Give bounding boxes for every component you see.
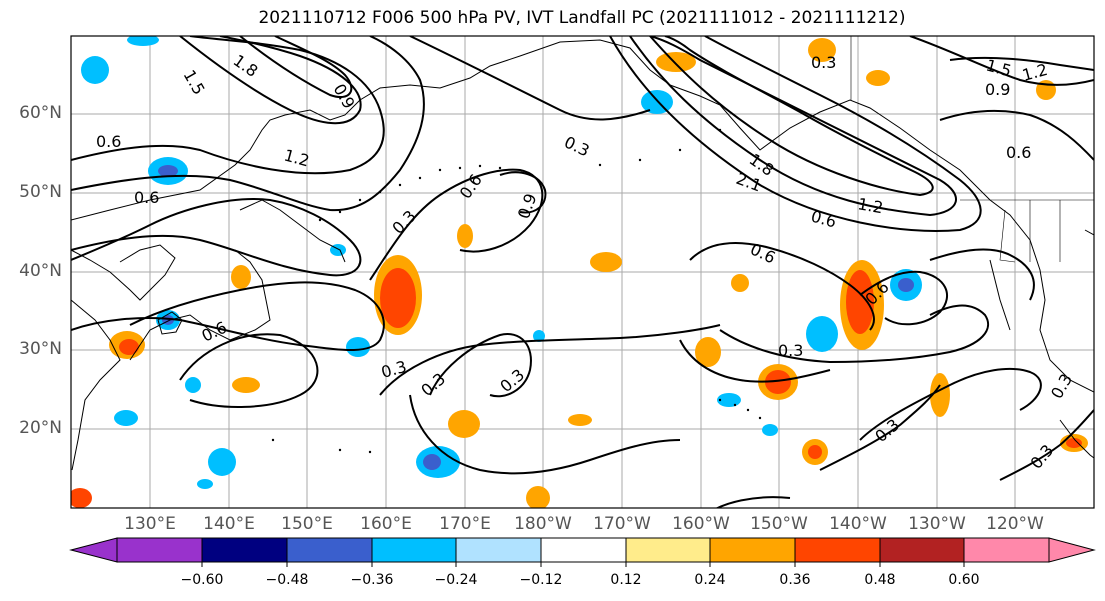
ivt-negative-blob	[185, 377, 201, 393]
colorbar-tick-label: 0.12	[610, 572, 642, 588]
contour-label: 0.3	[811, 53, 836, 72]
ivt-negative-blob	[114, 410, 138, 426]
coastlines	[71, 39, 1094, 471]
lon-label: 150°W	[750, 514, 808, 534]
contour-label: 0.6	[134, 188, 159, 207]
gridlines	[71, 36, 1094, 508]
ivt-positive-blob	[457, 224, 473, 248]
lon-label: 150°E	[281, 514, 333, 534]
lon-label: 130°E	[124, 514, 176, 534]
ivt-positive-blob	[1066, 438, 1082, 448]
colorbar-tick-label: 0.24	[694, 572, 726, 588]
ivt-positive-blob	[765, 370, 791, 394]
colorbar-tick-label: −0.12	[519, 572, 563, 588]
pv-contours	[71, 36, 1094, 508]
colorbar-segment	[286, 537, 373, 563]
ivt-positive-blob	[231, 265, 251, 289]
ivt-positive-blob	[71, 488, 92, 508]
map-border	[70, 35, 1095, 509]
colorbar-tick-label: −0.24	[434, 572, 478, 588]
contour-label: 0.3	[778, 341, 803, 360]
contour-label: 0.9	[985, 80, 1010, 99]
colorbar-tick-label: 0.48	[864, 572, 896, 588]
ivt-positive-blob	[846, 270, 874, 334]
ivt-negative-blob	[208, 448, 236, 476]
colorbar-segment	[540, 537, 627, 563]
ivt-shading	[71, 36, 1088, 508]
borders	[850, 36, 1094, 263]
contour-label: 0.6	[1006, 143, 1031, 162]
colorbar-extend-low	[69, 537, 118, 563]
colorbar-segment	[879, 537, 965, 563]
colorbar-segment	[371, 537, 457, 563]
ivt-positive-blob	[526, 486, 550, 508]
lon-label: 140°W	[829, 514, 887, 534]
ivt-positive-blob	[568, 414, 592, 426]
colorbar-segment	[625, 537, 711, 563]
lon-label: 160°E	[360, 514, 412, 534]
map-title: 2021110712 F006 500 hPa PV, IVT Landfall…	[258, 8, 906, 28]
colorbar	[69, 537, 1096, 567]
lat-label: 60°N	[19, 103, 62, 123]
ivt-positive-blob	[232, 377, 260, 393]
ivt-negative-blob	[81, 56, 109, 84]
colorbar-extend-high	[1048, 537, 1096, 563]
colorbar-tick-label: −0.48	[265, 572, 309, 588]
lat-label: 20°N	[19, 418, 62, 438]
ivt-negative-blob	[533, 330, 545, 342]
colorbar-segment	[201, 537, 288, 563]
colorbar-segment	[963, 537, 1050, 563]
ivt-positive-blob	[448, 410, 480, 438]
ivt-positive-blob	[656, 52, 696, 72]
colorbar-tick-label: −0.36	[350, 572, 394, 588]
colorbar-segment	[794, 537, 881, 563]
ivt-positive-blob	[808, 445, 822, 459]
lon-label: 180°W	[514, 514, 572, 534]
ivt-positive-blob	[695, 337, 721, 367]
lon-label: 170°E	[439, 514, 491, 534]
lon-label: 140°E	[203, 514, 255, 534]
ivt-negative-blob	[158, 165, 178, 177]
ivt-positive-blob	[731, 274, 749, 292]
ivt-negative-blob	[806, 316, 838, 352]
ivt-positive-blob	[590, 252, 622, 272]
contour-label: 1.2	[856, 194, 884, 217]
ivt-negative-blob	[346, 337, 370, 357]
ivt-negative-blob	[197, 479, 213, 489]
ivt-negative-blob	[127, 36, 159, 46]
ivt-positive-blob	[380, 268, 416, 328]
lon-label: 130°W	[908, 514, 966, 534]
colorbar-segment	[116, 537, 203, 563]
colorbar-segment	[709, 537, 796, 563]
ivt-positive-blob	[866, 70, 890, 86]
lon-label: 160°W	[672, 514, 730, 534]
colorbar-tick-label: 0.36	[779, 572, 811, 588]
lat-label: 50°N	[19, 182, 62, 202]
ivt-positive-blob	[119, 339, 139, 355]
ivt-negative-blob	[898, 278, 914, 292]
lat-label: 40°N	[19, 261, 62, 281]
lat-label: 30°N	[19, 339, 62, 359]
ivt-negative-blob	[717, 393, 741, 407]
colorbar-tick-label: 0.60	[948, 572, 980, 588]
ivt-negative-blob	[762, 424, 778, 436]
colorbar-segment	[455, 537, 542, 563]
ivt-positive-blob	[808, 38, 836, 62]
lon-label: 120°W	[986, 514, 1044, 534]
ivt-positive-blob	[930, 373, 950, 417]
colorbar-tick-label: −0.60	[180, 572, 224, 588]
lon-label: 170°W	[593, 514, 651, 534]
ivt-negative-blob	[423, 454, 441, 470]
contour-label: 0.6	[96, 132, 121, 151]
